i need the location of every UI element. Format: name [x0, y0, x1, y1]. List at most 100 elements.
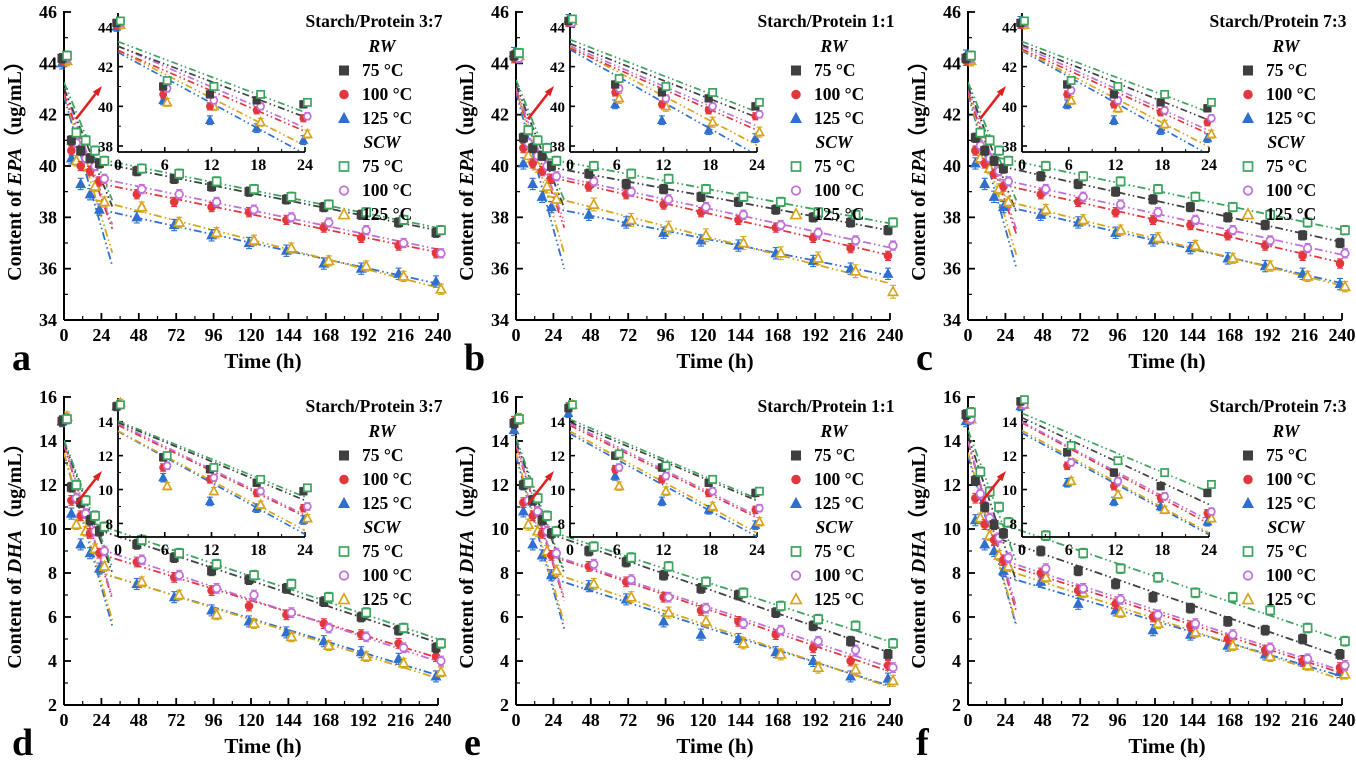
svg-text:75 °C: 75 °C — [814, 445, 856, 465]
svg-text:42: 42 — [943, 105, 961, 125]
svg-text:44: 44 — [1002, 20, 1018, 36]
svg-text:8: 8 — [558, 517, 566, 533]
svg-text:192: 192 — [1254, 325, 1281, 345]
svg-text:240: 240 — [1329, 325, 1356, 345]
svg-text:36: 36 — [39, 259, 57, 279]
svg-text:75 °C: 75 °C — [362, 541, 404, 561]
x-axis-title: Time (h) — [1128, 349, 1205, 373]
panel-f: 2 4 6 8 10 12 14 16 0 24 48 72 96 120 144 168 192 216 240 C… — [904, 385, 1356, 770]
svg-text:125 °C: 125 °C — [1266, 108, 1316, 128]
svg-text:16: 16 — [39, 387, 57, 407]
svg-text:12: 12 — [204, 542, 220, 559]
svg-text:42: 42 — [1002, 60, 1017, 76]
svg-text:125 °C: 125 °C — [814, 493, 864, 513]
svg-text:34: 34 — [491, 310, 509, 330]
svg-text:18: 18 — [250, 157, 266, 174]
svg-text:24: 24 — [92, 325, 110, 345]
svg-text:14: 14 — [1002, 415, 1018, 431]
svg-text:46: 46 — [39, 2, 57, 22]
svg-text:12: 12 — [39, 475, 57, 495]
svg-text:240: 240 — [425, 325, 452, 345]
svg-text:216: 216 — [387, 325, 414, 345]
svg-text:42: 42 — [550, 60, 565, 76]
svg-text:168: 168 — [764, 710, 791, 730]
svg-text:18: 18 — [1154, 542, 1170, 559]
svg-text:75 °C: 75 °C — [1266, 445, 1308, 465]
svg-text:42: 42 — [98, 60, 113, 76]
svg-text:168: 168 — [1216, 325, 1243, 345]
svg-text:100 °C: 100 °C — [362, 469, 412, 489]
svg-text:14: 14 — [491, 431, 509, 451]
svg-text:18: 18 — [702, 157, 718, 174]
inset-plot: 8 10 12 14 0 6 12 18 24 — [550, 398, 765, 559]
legend-group-scw: SCW — [1268, 517, 1306, 537]
svg-text:240: 240 — [1329, 710, 1356, 730]
y-axis-title: Content of DHA（ug/mL） — [455, 433, 478, 669]
svg-text:240: 240 — [877, 710, 904, 730]
x-axis-title: Time (h) — [676, 349, 753, 373]
svg-text:12: 12 — [98, 449, 113, 465]
svg-text:120: 120 — [238, 325, 265, 345]
svg-text:168: 168 — [1216, 710, 1243, 730]
legend-group-scw: SCW — [364, 517, 402, 537]
panel-letter-f: f — [916, 722, 929, 764]
svg-text:192: 192 — [350, 710, 377, 730]
inset-plot: 38 40 42 44 0 6 12 18 24 — [98, 13, 313, 174]
svg-text:24: 24 — [297, 157, 313, 174]
svg-text:100 °C: 100 °C — [814, 469, 864, 489]
legend-group-rw: RW — [1272, 421, 1301, 441]
zoom-arrow-icon — [978, 471, 1006, 505]
legend-group-scw: SCW — [816, 517, 854, 537]
svg-text:0: 0 — [566, 157, 574, 174]
svg-text:100 °C: 100 °C — [362, 180, 412, 200]
svg-text:216: 216 — [1291, 325, 1318, 345]
svg-text:125 °C: 125 °C — [362, 589, 412, 609]
inset-plot: 38 40 42 44 0 6 12 18 24 — [1002, 13, 1217, 174]
svg-text:4: 4 — [952, 651, 961, 671]
svg-text:100 °C: 100 °C — [1266, 565, 1316, 585]
svg-text:18: 18 — [1154, 157, 1170, 174]
legend-title: Starch/Protein 1:1 — [758, 11, 895, 31]
svg-text:2: 2 — [952, 695, 961, 715]
svg-text:192: 192 — [802, 710, 829, 730]
svg-text:10: 10 — [98, 483, 113, 499]
panel-letter-e: e — [464, 722, 481, 764]
svg-text:34: 34 — [943, 310, 961, 330]
svg-text:125 °C: 125 °C — [1266, 493, 1316, 513]
svg-text:125 °C: 125 °C — [362, 493, 412, 513]
svg-text:144: 144 — [727, 710, 754, 730]
svg-text:96: 96 — [1109, 325, 1127, 345]
legend-title: Starch/Protein 7:3 — [1210, 11, 1347, 31]
svg-text:6: 6 — [613, 542, 621, 559]
svg-text:14: 14 — [943, 431, 961, 451]
svg-text:44: 44 — [943, 53, 961, 73]
svg-text:125 °C: 125 °C — [362, 204, 412, 224]
svg-text:72: 72 — [1071, 325, 1089, 345]
svg-text:75 °C: 75 °C — [814, 156, 856, 176]
svg-text:8: 8 — [500, 563, 509, 583]
svg-text:42: 42 — [39, 105, 57, 125]
svg-text:168: 168 — [312, 325, 339, 345]
svg-text:36: 36 — [491, 259, 509, 279]
svg-text:72: 72 — [1071, 710, 1089, 730]
panel-letter-d: d — [12, 722, 34, 764]
svg-text:6: 6 — [161, 542, 169, 559]
svg-text:48: 48 — [1034, 325, 1052, 345]
inset-plot: 8 10 12 14 0 6 12 18 24 — [98, 396, 313, 559]
svg-text:120: 120 — [690, 710, 717, 730]
svg-text:8: 8 — [106, 517, 114, 533]
y-axis-title: Content of EPA（ug/mL） — [907, 51, 930, 281]
svg-text:144: 144 — [1179, 325, 1206, 345]
svg-text:6: 6 — [613, 157, 621, 174]
svg-text:100 °C: 100 °C — [362, 565, 412, 585]
svg-text:0: 0 — [566, 542, 574, 559]
zoom-arrow-icon — [74, 86, 102, 120]
svg-text:100 °C: 100 °C — [814, 84, 864, 104]
svg-text:44: 44 — [98, 20, 114, 36]
svg-text:0: 0 — [60, 710, 69, 730]
